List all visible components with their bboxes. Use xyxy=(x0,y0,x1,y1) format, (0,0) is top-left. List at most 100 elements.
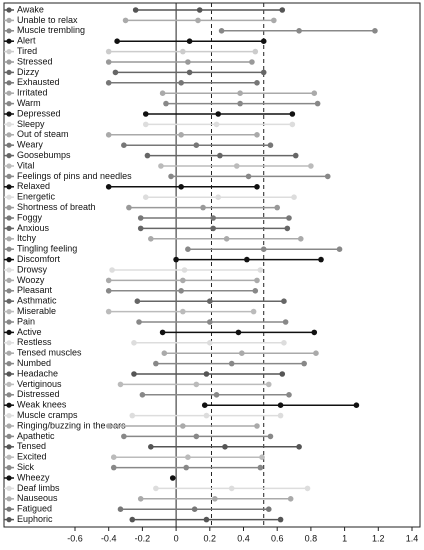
row-marker xyxy=(6,194,12,200)
row-marker xyxy=(6,267,12,273)
row-label: Muscle cramps xyxy=(17,410,78,420)
dot xyxy=(183,464,190,471)
dot xyxy=(121,142,127,148)
dot xyxy=(277,402,284,409)
dot xyxy=(222,444,228,450)
dot xyxy=(148,444,154,450)
row-label: Dizzy xyxy=(17,67,39,77)
dot xyxy=(193,142,200,148)
dot xyxy=(169,475,176,481)
row-label: Distressed xyxy=(17,389,60,399)
dot xyxy=(129,412,136,419)
dot xyxy=(186,38,193,44)
dot xyxy=(245,173,252,180)
dot xyxy=(105,184,112,190)
row-label: Tingling feeling xyxy=(17,244,77,254)
row-marker xyxy=(6,475,12,481)
row-marker xyxy=(6,101,12,107)
row-label: Ringing/buzzing in the ears xyxy=(17,420,126,430)
dot xyxy=(158,163,164,169)
dot xyxy=(137,496,144,502)
row-label: Alert xyxy=(17,36,36,46)
row-marker xyxy=(6,236,12,242)
row-marker xyxy=(6,277,12,283)
dot xyxy=(279,7,286,13)
dot xyxy=(279,371,286,377)
row-marker xyxy=(6,246,12,252)
dot xyxy=(112,69,119,76)
row-marker xyxy=(6,319,12,325)
dot xyxy=(212,496,218,502)
dot xyxy=(185,59,191,65)
dot xyxy=(136,319,142,325)
dot xyxy=(122,17,129,24)
dot xyxy=(353,402,360,409)
row-marker xyxy=(6,517,12,523)
dot xyxy=(254,423,260,429)
row-label: Pain xyxy=(17,316,35,326)
dot xyxy=(105,277,112,284)
row-marker xyxy=(6,402,12,408)
dot xyxy=(318,256,324,263)
row-marker xyxy=(6,496,12,502)
row-label: Apathetic xyxy=(17,431,55,441)
row-marker xyxy=(6,69,12,75)
dot xyxy=(105,288,112,294)
row-label: Depressed xyxy=(17,108,61,118)
dot xyxy=(191,506,198,512)
dot xyxy=(114,38,120,44)
dot xyxy=(223,236,230,242)
x-tick-label: 0.8 xyxy=(305,533,318,543)
row-label: Discomfort xyxy=(17,254,61,264)
dot xyxy=(282,319,289,325)
dot xyxy=(132,7,139,13)
dot xyxy=(178,132,184,138)
row-marker xyxy=(6,184,12,190)
dot xyxy=(142,194,149,200)
dot xyxy=(233,163,240,169)
dot xyxy=(336,246,343,252)
row-label: Numbed xyxy=(17,358,51,368)
row-label: Wheezy xyxy=(17,472,50,482)
x-tick-label: 1.2 xyxy=(372,533,385,543)
dot xyxy=(186,69,193,76)
dot xyxy=(291,194,297,200)
dot xyxy=(254,132,260,138)
row-label: Deaf limbs xyxy=(17,483,60,493)
row-marker xyxy=(6,371,12,377)
dot xyxy=(193,433,200,440)
row-label: Stressed xyxy=(17,56,53,66)
dot xyxy=(110,454,117,461)
dot xyxy=(117,381,124,388)
row-label: Tensed xyxy=(17,441,46,451)
row-marker xyxy=(6,153,12,159)
dot xyxy=(215,194,222,200)
dot xyxy=(196,7,203,13)
row-label: Active xyxy=(17,327,42,337)
dot xyxy=(372,28,378,34)
dot xyxy=(244,256,250,263)
dot xyxy=(265,381,272,388)
row-marker xyxy=(6,309,12,315)
dot xyxy=(137,215,144,221)
row-label: Unable to relax xyxy=(17,15,78,25)
dot xyxy=(134,298,141,305)
row-label: Awake xyxy=(17,4,44,14)
dot xyxy=(252,288,259,294)
dot xyxy=(254,184,260,190)
dot xyxy=(109,267,115,273)
row-marker xyxy=(6,80,12,86)
dot xyxy=(213,392,220,398)
dot xyxy=(210,225,216,232)
dot xyxy=(137,225,144,232)
dot xyxy=(161,350,168,357)
dot xyxy=(254,277,260,284)
row-marker xyxy=(6,413,12,419)
row-marker xyxy=(6,381,12,387)
dot xyxy=(301,360,307,367)
dot xyxy=(142,121,149,128)
row-label: Euphoric xyxy=(17,514,53,524)
dot xyxy=(207,298,213,305)
dot xyxy=(237,90,243,96)
dot xyxy=(207,340,213,346)
